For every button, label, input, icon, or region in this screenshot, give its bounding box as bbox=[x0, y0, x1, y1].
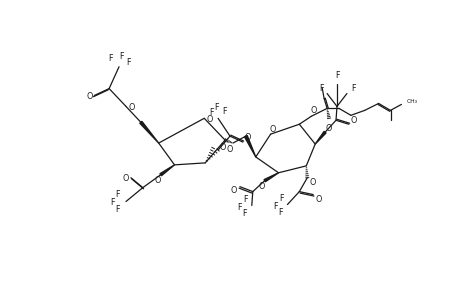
Text: F: F bbox=[110, 198, 114, 207]
Text: F: F bbox=[108, 54, 112, 63]
Text: O: O bbox=[230, 186, 237, 195]
Polygon shape bbox=[314, 131, 325, 144]
Text: F: F bbox=[115, 190, 119, 199]
Text: F: F bbox=[279, 194, 283, 203]
Text: O: O bbox=[350, 116, 356, 125]
Text: O: O bbox=[269, 125, 275, 134]
Text: O: O bbox=[308, 178, 315, 187]
Text: F: F bbox=[126, 58, 131, 67]
Text: F: F bbox=[273, 202, 277, 211]
Polygon shape bbox=[263, 173, 278, 182]
Text: O: O bbox=[86, 92, 92, 101]
Text: O: O bbox=[226, 145, 233, 154]
Text: F: F bbox=[351, 84, 355, 93]
Text: O: O bbox=[315, 195, 322, 204]
Text: O: O bbox=[123, 174, 129, 183]
Polygon shape bbox=[140, 122, 158, 143]
Polygon shape bbox=[160, 165, 174, 176]
Text: F: F bbox=[242, 209, 246, 218]
Text: O: O bbox=[206, 115, 212, 124]
Text: F: F bbox=[221, 107, 226, 116]
Text: O: O bbox=[258, 182, 264, 191]
Text: F: F bbox=[208, 108, 213, 117]
Text: F: F bbox=[118, 52, 123, 62]
Polygon shape bbox=[244, 136, 255, 157]
Text: F: F bbox=[115, 205, 119, 214]
Text: O: O bbox=[244, 133, 251, 142]
Text: O: O bbox=[325, 124, 331, 133]
Text: F: F bbox=[278, 208, 282, 217]
Text: F: F bbox=[237, 203, 241, 212]
Text: F: F bbox=[318, 84, 323, 93]
Text: O: O bbox=[219, 142, 226, 152]
Text: CH₃: CH₃ bbox=[405, 99, 416, 104]
Text: O: O bbox=[129, 103, 135, 112]
Text: O: O bbox=[154, 176, 161, 185]
Text: F: F bbox=[243, 195, 247, 204]
Text: F: F bbox=[213, 103, 218, 112]
Text: O: O bbox=[309, 106, 316, 115]
Text: F: F bbox=[335, 71, 340, 80]
